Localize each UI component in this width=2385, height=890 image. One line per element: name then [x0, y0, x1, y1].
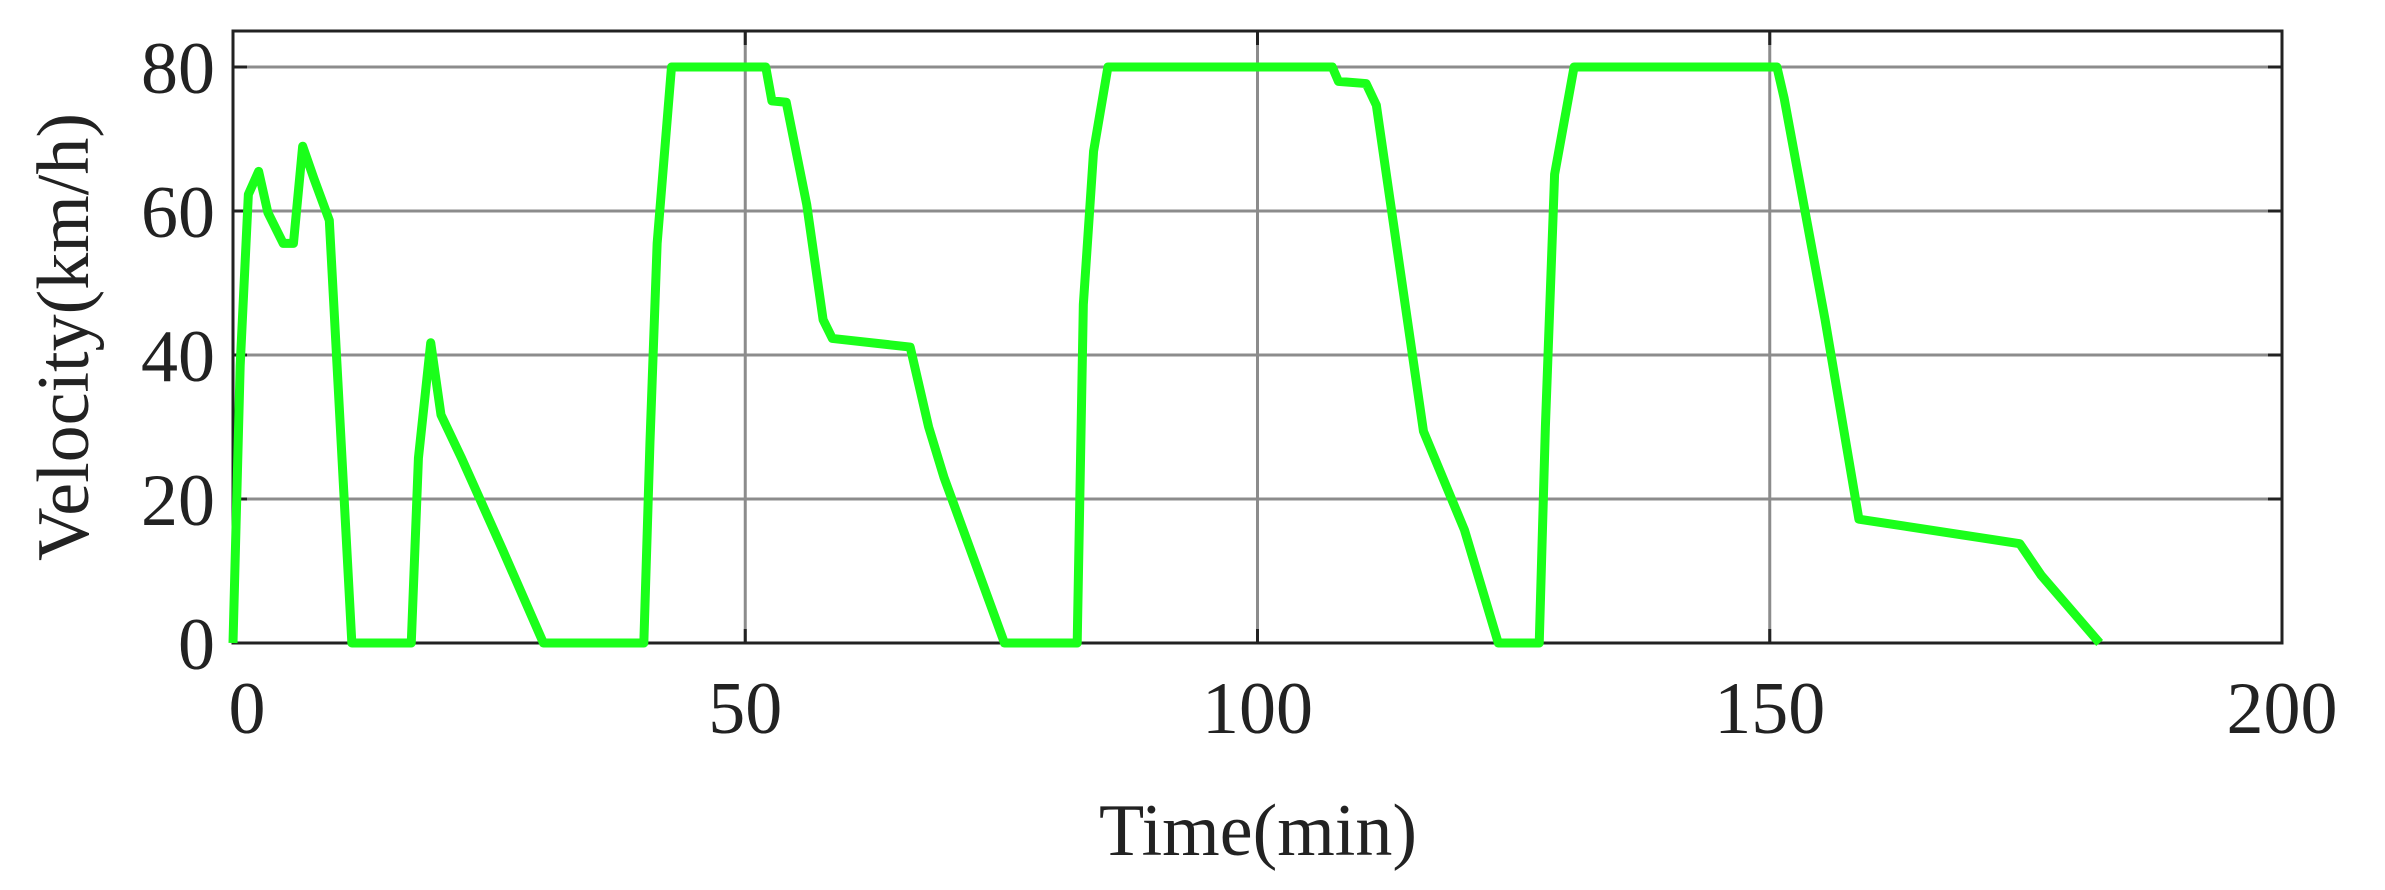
y-tick-label: 0	[178, 604, 215, 686]
plot-frame	[231, 29, 2284, 645]
y-tick-label: 20	[141, 460, 215, 542]
x-tick-label: 100	[1202, 668, 1313, 750]
series-line	[228, 62, 2104, 648]
y-axis-label: Velocity(km/h)	[23, 113, 105, 561]
x-tick-label: 200	[2227, 668, 2338, 750]
y-tick-label: 60	[141, 172, 215, 254]
x-tick-label: 150	[1714, 668, 1825, 750]
y-tick-label: 40	[141, 316, 215, 398]
x-tick-label: 50	[708, 668, 782, 750]
x-tick-label: 0	[229, 668, 266, 750]
x-axis-label: Time(min)	[1099, 790, 1417, 872]
y-tick-label: 80	[141, 28, 215, 110]
